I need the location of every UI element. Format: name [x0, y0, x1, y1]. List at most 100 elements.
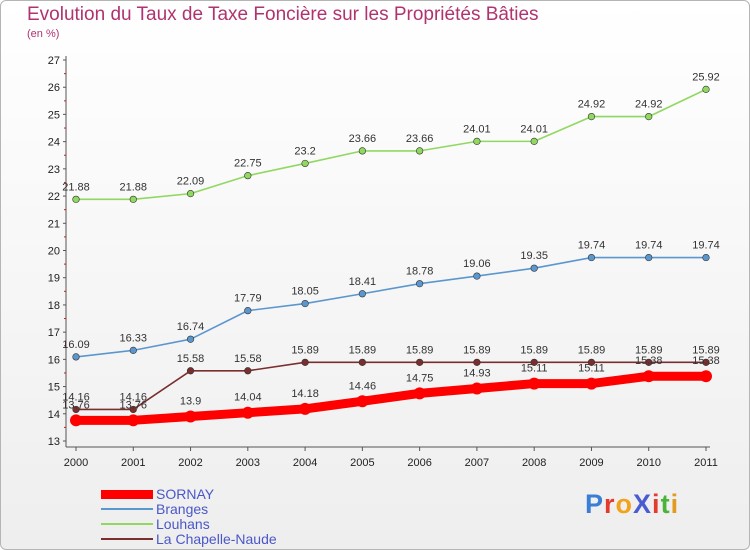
- x-tick-label: 2009: [579, 457, 603, 469]
- data-label: 14.18: [291, 388, 319, 400]
- data-label: 25.92: [692, 71, 720, 83]
- data-label: 19.74: [578, 240, 606, 252]
- data-label: 16.33: [120, 332, 148, 344]
- y-tick-label: 21: [48, 218, 60, 230]
- y-tick-label: 22: [48, 191, 60, 203]
- axes: 13 14 15 16 17 18 19 20 21 22 23 24 25 26 27 2000 2001 20…: [48, 55, 718, 469]
- x-tick-label: 2006: [407, 457, 431, 469]
- y-tick-label: 25: [48, 109, 60, 121]
- data-point: [587, 113, 596, 121]
- data-point: [416, 147, 424, 155]
- data-label: 13.76: [62, 399, 90, 411]
- data-label: 15.58: [177, 353, 205, 365]
- data-label: 15.89: [463, 344, 491, 356]
- data-point: [72, 353, 80, 361]
- data-point: [702, 358, 710, 366]
- data-point: [587, 253, 596, 262]
- data-point: [241, 406, 254, 419]
- data-label: 14.93: [463, 367, 491, 379]
- data-point: [530, 264, 538, 272]
- data-label: 18.41: [349, 276, 377, 288]
- series-line: [75, 256, 706, 358]
- series-line: [76, 361, 706, 411]
- x-tick-label: 2000: [64, 457, 88, 469]
- legend-label: Branges: [156, 501, 209, 517]
- x-tick-label: 2001: [121, 457, 145, 469]
- data-labels: 21.88 21.88 22.09 22.75 23.2 23.66 23.66 24.01 2…: [62, 71, 720, 411]
- data-point: [129, 195, 137, 203]
- x-tick-label: 2002: [178, 457, 202, 469]
- y-tick-label: 19: [48, 273, 60, 285]
- y-tick-label: 16: [48, 354, 60, 366]
- legend-swatch: [101, 489, 153, 499]
- data-label: 19.74: [635, 240, 663, 252]
- data-point: [645, 253, 653, 262]
- data-point: [70, 414, 82, 427]
- data-label: 21.88: [120, 181, 148, 193]
- series-la-chapelle-naude: [72, 358, 710, 414]
- y-tick-label: 27: [48, 55, 60, 67]
- data-label: 22.75: [234, 158, 262, 170]
- data-label: 15.89: [578, 344, 606, 356]
- data-point: [528, 377, 541, 390]
- data-label: 23.66: [349, 133, 377, 145]
- legend-swatch: [101, 538, 153, 540]
- data-label: 24.92: [578, 99, 606, 111]
- series-layer: [70, 85, 712, 427]
- data-label: 14.16: [62, 391, 90, 403]
- data-label: 15.89: [291, 344, 319, 356]
- data-point: [301, 299, 309, 308]
- x-tick-label: 2003: [236, 457, 260, 469]
- data-point: [587, 358, 596, 366]
- x-tick-label: 2011: [694, 457, 718, 469]
- data-point: [356, 395, 369, 408]
- data-label: 14.04: [234, 392, 262, 404]
- data-point: [416, 358, 424, 366]
- y-tick-label: 20: [48, 246, 60, 258]
- x-tick-label: 2005: [350, 457, 374, 469]
- data-point: [645, 358, 653, 366]
- data-point: [416, 280, 424, 288]
- series-sornay: [70, 370, 712, 427]
- data-point: [530, 358, 538, 366]
- data-point: [700, 370, 712, 383]
- series-line: [76, 371, 706, 425]
- data-label: 14.16: [120, 391, 148, 403]
- x-tick-label: 2010: [636, 457, 660, 469]
- y-tick-label: 14: [48, 409, 60, 421]
- data-point: [186, 335, 195, 343]
- data-label: 24.01: [463, 123, 491, 135]
- data-point: [127, 414, 140, 427]
- data-point: [473, 272, 481, 280]
- logo-letter: r: [604, 489, 616, 519]
- data-point: [358, 147, 366, 155]
- series-line: [76, 88, 707, 201]
- logo-letter: i: [652, 489, 661, 519]
- logo-letter: X: [633, 489, 653, 519]
- data-point: [244, 367, 252, 375]
- data-point: [72, 405, 80, 414]
- legend-label: Louhans: [156, 516, 210, 532]
- data-point: [470, 382, 483, 395]
- series-branges: [72, 253, 710, 361]
- y-tick-label: 18: [48, 300, 60, 312]
- data-label: 22.09: [177, 176, 205, 188]
- data-label: 17.79: [234, 293, 262, 305]
- x-tick-label: 2007: [465, 457, 489, 469]
- data-label: 15.38: [635, 355, 663, 367]
- y-tick-label: 26: [48, 82, 60, 94]
- legend-label: SORNAY: [156, 486, 215, 502]
- data-label: 18.78: [406, 266, 434, 278]
- y-tick-label: 17: [48, 327, 60, 339]
- data-point: [702, 253, 710, 262]
- logo-letter: i: [670, 489, 680, 519]
- data-point: [72, 195, 80, 203]
- data-label: 13.9: [180, 396, 201, 408]
- data-label: 15.38: [692, 355, 720, 367]
- data-label: 13.76: [120, 399, 148, 411]
- data-point: [244, 307, 252, 315]
- legend-swatch: [101, 508, 153, 510]
- data-label: 16.09: [62, 339, 90, 351]
- data-point: [702, 85, 710, 93]
